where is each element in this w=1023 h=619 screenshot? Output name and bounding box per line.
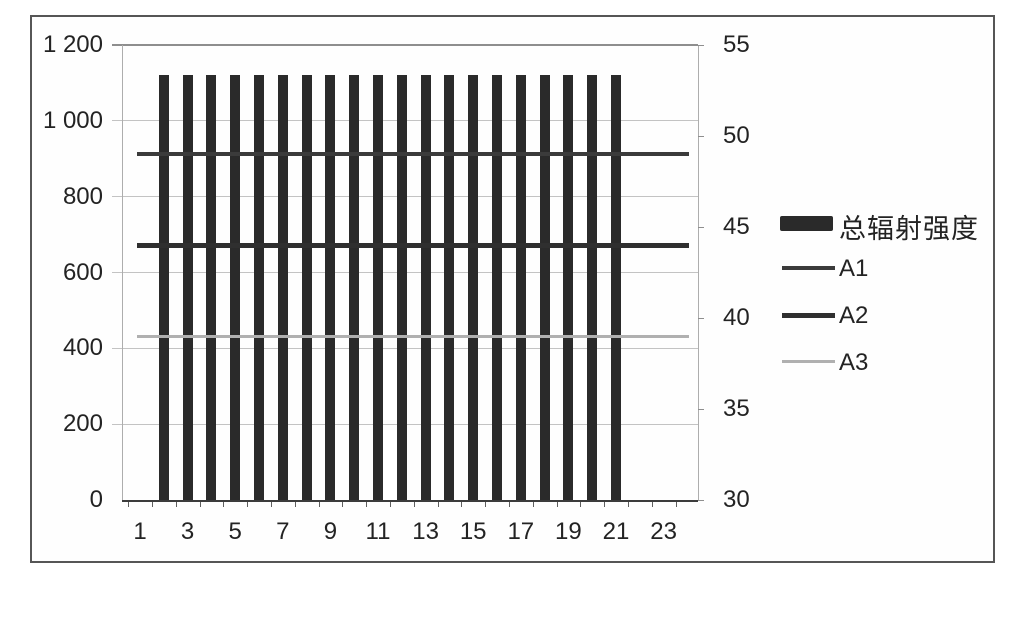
bar-category-4 [206, 75, 217, 500]
right-axis-tick-50 [698, 135, 704, 137]
left-axis-label-400: 400 [62, 334, 103, 362]
bar-category-18 [539, 75, 550, 500]
x-axis-tick-14 [461, 502, 463, 507]
x-axis-tick-13 [437, 502, 439, 507]
gridline-left-1200 [112, 44, 698, 46]
refline-a1 [137, 152, 689, 157]
x-axis-line [122, 500, 698, 502]
bar-category-14 [444, 75, 455, 500]
legend-line-swatch-a2 [782, 313, 835, 318]
x-axis-label-9: 9 [323, 518, 338, 545]
bar-category-5 [230, 75, 241, 500]
x-axis-label-15: 15 [459, 518, 487, 545]
bar-category-9 [325, 75, 336, 500]
bar-category-16 [492, 75, 502, 500]
x-axis-label-17: 17 [507, 518, 535, 545]
right-axis-label-40: 40 [723, 304, 750, 331]
x-axis-tick-19 [580, 502, 582, 507]
legend-label-a1: A1 [839, 255, 869, 282]
legend-line-swatch-a1 [782, 266, 835, 270]
bar-category-10 [349, 75, 360, 500]
x-axis-tick-4 [223, 502, 225, 507]
x-axis-label-23: 23 [650, 518, 677, 545]
x-axis-tick-1 [151, 502, 153, 507]
legend-bar-swatch [780, 216, 833, 231]
x-axis-tick-16 [508, 502, 510, 507]
right-axis-label-35: 35 [723, 395, 750, 422]
x-axis-tick-8 [318, 502, 320, 507]
x-axis-tick-17 [532, 502, 534, 507]
bar-category-20 [587, 75, 598, 500]
left-axis-label-1000: 1 000 [42, 106, 103, 134]
bar-category-11 [373, 75, 383, 500]
bar-category-12 [396, 75, 407, 500]
x-axis-tick-15 [485, 502, 487, 507]
right-axis-label-30: 30 [723, 486, 750, 513]
left-axis-label-800: 800 [62, 182, 103, 210]
x-axis-tick-11 [389, 502, 391, 507]
bar-category-6 [254, 75, 264, 500]
right-axis-tick-45 [698, 226, 704, 228]
x-axis-label-3: 3 [180, 518, 195, 545]
bar-category-3 [182, 75, 193, 500]
right-axis-label-45: 45 [723, 213, 750, 240]
x-axis-tick-3 [199, 502, 201, 507]
bar-category-8 [301, 75, 312, 500]
right-axis-label-55: 55 [723, 31, 750, 58]
x-axis-tick-7 [294, 502, 296, 507]
left-axis-label-200: 200 [62, 410, 103, 438]
right-axis-tick-30 [698, 499, 704, 501]
x-axis-tick-12 [413, 502, 415, 507]
bar-category-13 [420, 75, 431, 500]
x-axis-tick-18 [556, 502, 558, 507]
x-axis-tick-23 [675, 502, 677, 507]
refline-a2 [137, 242, 689, 248]
legend-label-a2: A2 [839, 302, 869, 329]
left-axis-label-1200: 1 200 [42, 31, 103, 58]
x-axis-tick-0 [128, 502, 130, 507]
legend-label-a3: A3 [839, 349, 869, 376]
right-axis-tick-35 [698, 408, 704, 410]
bar-category-2 [158, 75, 169, 500]
x-axis-tick-10 [366, 502, 368, 507]
x-axis-label-21: 21 [602, 518, 630, 545]
x-axis-tick-20 [604, 502, 606, 507]
x-axis-tick-5 [247, 502, 249, 507]
right-axis-spine [698, 45, 699, 500]
x-axis-tick-6 [270, 502, 272, 507]
bar-category-15 [468, 75, 479, 500]
right-axis-tick-55 [698, 44, 704, 46]
x-axis-label-7: 7 [276, 518, 290, 545]
x-axis-label-19: 19 [555, 518, 582, 545]
refline-a3 [137, 334, 689, 338]
left-axis-label-0: 0 [89, 486, 103, 513]
x-axis-label-11: 11 [365, 518, 391, 545]
x-axis-tick-2 [175, 502, 177, 507]
x-axis-label-13: 13 [412, 518, 439, 545]
left-axis-spine [122, 45, 123, 500]
x-axis-tick-21 [627, 502, 629, 507]
bar-category-7 [277, 75, 288, 500]
right-axis-tick-40 [698, 317, 704, 319]
x-axis-tick-9 [342, 502, 344, 507]
x-axis-tick-22 [651, 502, 653, 507]
bar-category-17 [515, 75, 526, 500]
x-axis-label-1: 1 [133, 518, 147, 545]
x-axis-label-5: 5 [228, 518, 242, 545]
left-axis-label-600: 600 [62, 258, 103, 286]
legend-label-total-radiation: 总辐射强度 [839, 214, 979, 244]
right-axis-label-50: 50 [723, 122, 750, 149]
legend-line-swatch-a3 [782, 360, 835, 363]
bar-category-19 [563, 75, 574, 500]
bar-category-21 [611, 75, 621, 500]
